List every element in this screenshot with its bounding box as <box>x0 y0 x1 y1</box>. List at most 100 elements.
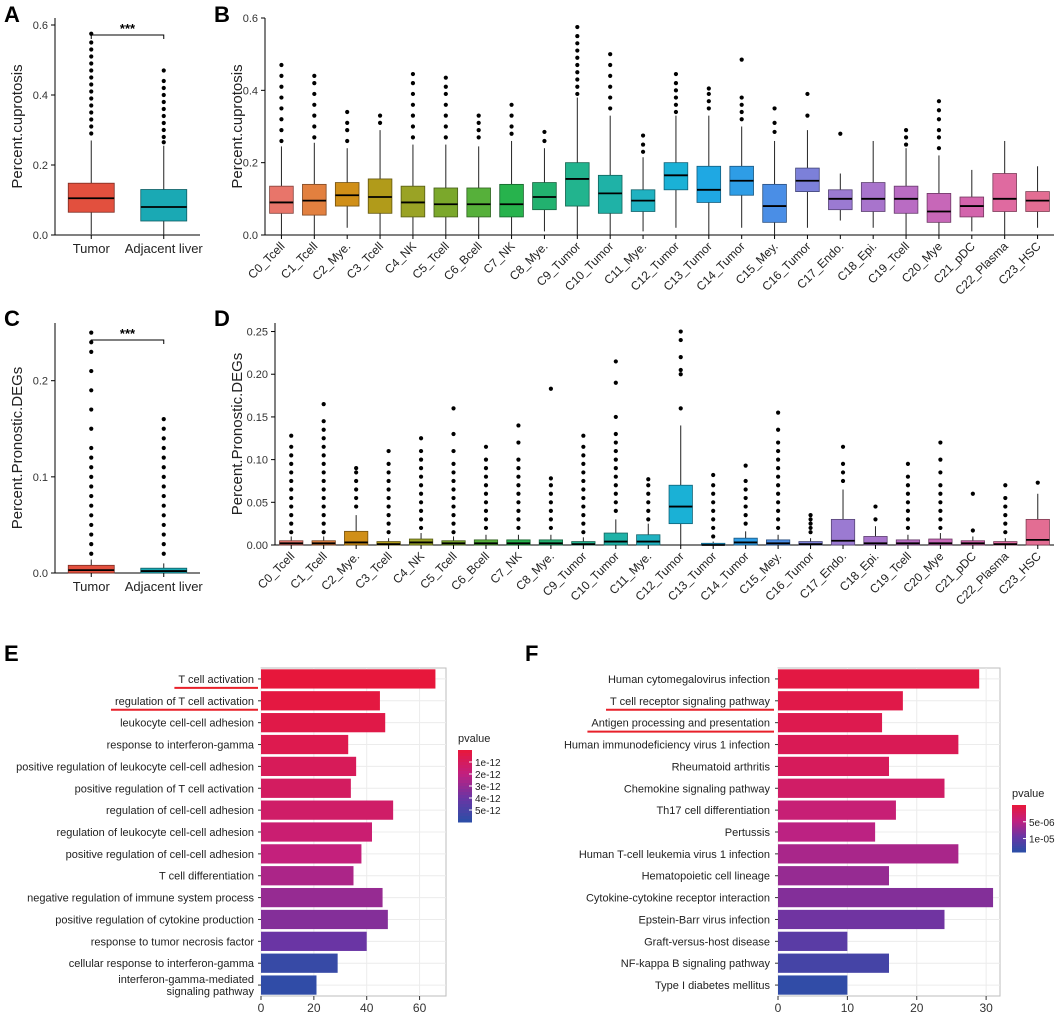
chart-e-category-label: positive regulation of T cell activation <box>75 783 254 795</box>
chart-f-legend-swatch <box>1012 834 1026 837</box>
chart-b-outlier-point <box>673 88 679 93</box>
chart-f-legend-swatch <box>1012 806 1026 810</box>
chart-f-legend-swatch <box>1012 826 1026 829</box>
chart-d-outlier-point <box>516 457 521 462</box>
chart-d-outlier-point <box>321 461 326 466</box>
chart-b-box <box>795 167 820 192</box>
chart-a-outlier-point <box>161 92 166 98</box>
chart-d-outlier-point <box>678 329 683 334</box>
chart-b-outlier-point <box>739 57 744 62</box>
chart-b-outlier-point <box>640 149 646 154</box>
chart-d-outlier-point <box>776 508 781 513</box>
chart-d-outlier-point <box>678 367 683 373</box>
chart-d-outlier-point <box>581 470 586 475</box>
chart-d-outlier-point <box>905 525 911 531</box>
chart-b-box <box>269 185 294 214</box>
chart-c-outlier-point <box>89 493 94 499</box>
chart-d-outlier-point <box>386 504 391 509</box>
chart-d-outlier-point <box>354 487 359 492</box>
chart-e-category-label: positive regulation of cell-cell adhesio… <box>66 849 254 861</box>
chart-e-legend-label: 3e-12 <box>475 782 501 793</box>
chart-b-box <box>532 182 557 211</box>
chart-c-xtick-label: Tumor <box>73 579 111 594</box>
chart-d-outlier-point <box>289 433 294 438</box>
chart-b-outlier-point <box>443 135 448 140</box>
chart-d-outlier-point <box>418 517 424 522</box>
chart-f-legend-label: 1e-05 <box>1029 835 1055 846</box>
chart-e-legend-label: 5e-12 <box>475 806 501 817</box>
chart-e-bar <box>261 975 317 995</box>
chart-d-outlier-point <box>711 483 716 488</box>
chart-d-outlier-point <box>516 466 521 471</box>
chart-c-outlier-point <box>89 330 94 335</box>
chart-d-outlier-point <box>418 448 424 454</box>
chart-d-outlier-point <box>613 440 618 445</box>
chart-d-outlier-point <box>776 483 781 488</box>
chart-d-outlier-point <box>321 487 326 492</box>
chart-d-outlier-point <box>678 355 683 360</box>
chart-d-outlier-point <box>289 453 294 458</box>
chart-f-category-label: Human cytomegalovirus infection <box>608 674 770 686</box>
chart-b-box <box>302 183 327 216</box>
chart-d-outlier-point <box>386 513 391 518</box>
chart-d-outlier-point <box>743 513 748 518</box>
chart-f-category-label: Type I diabetes mellitus <box>655 980 770 992</box>
chart-d-outlier-point <box>873 504 878 509</box>
chart-f-legend-swatch <box>1012 810 1026 814</box>
chart-e-bar <box>261 887 383 908</box>
chart-f-bar <box>778 713 883 733</box>
chart-d-outlier-point <box>646 517 651 522</box>
chart-b-outlier-point <box>772 129 777 135</box>
chart-b-outlier-point <box>575 62 580 68</box>
chart-b-outlier-point <box>279 84 284 89</box>
chart-c-outlier-point <box>161 455 166 460</box>
chart-d-outlier-point <box>483 500 489 505</box>
chart-b-outlier-point <box>410 81 416 86</box>
chart-b-outlier-point <box>443 91 448 97</box>
chart-b-outlier-point <box>608 62 613 68</box>
chart-d-outlier-point <box>613 508 618 513</box>
chart-b-outlier-point <box>608 52 613 57</box>
chart-c-outlier-point <box>161 551 166 556</box>
chart-b-outlier-point <box>345 120 350 125</box>
chart-b-outlier-point <box>509 102 514 107</box>
chart-f-bar <box>778 975 848 995</box>
chart-e-bar <box>261 778 351 798</box>
chart-d-outlier-point <box>289 521 294 526</box>
chart-d-outlier-point <box>776 448 781 454</box>
chart-e-legend-swatch <box>458 798 472 802</box>
chart-b-outlier-point <box>608 73 613 78</box>
chart-d-outlier-point <box>386 478 391 484</box>
chart-a-outlier-point <box>161 127 166 133</box>
chart-c-significance-label: *** <box>120 326 136 341</box>
chart-d-outlier-point <box>808 513 813 518</box>
chart-d-outlier-point <box>516 474 521 479</box>
chart-c-outlier-point <box>161 522 166 528</box>
chart-f-xtick-label: 30 <box>979 1001 993 1015</box>
chart-d-outlier-point <box>418 457 424 462</box>
chart-f-category-label: T cell receptor signaling pathway <box>610 696 770 708</box>
chart-f-legend-swatch <box>1012 842 1026 845</box>
chart-b-outlier-point <box>377 113 383 118</box>
chart-b-outlier-point <box>706 106 711 111</box>
chart-d-outlier-point <box>711 491 716 496</box>
chart-e-bar <box>261 822 372 842</box>
chart-b-ytick-label: 0.4 <box>243 85 258 97</box>
chart-d-outlier-point <box>451 448 456 454</box>
chart-d-ytick-label: 0.10 <box>247 455 268 467</box>
chart-d-outlier-point <box>808 525 813 531</box>
chart-d-outlier-point <box>711 500 716 505</box>
chart-f-xtick-label: 20 <box>910 1001 924 1015</box>
chart-e-legend-title: pvalue <box>458 733 490 745</box>
chart-b-outlier-point <box>575 24 580 30</box>
chart-e-legend-swatch <box>458 774 472 778</box>
chart-d-outlier-point <box>289 513 294 518</box>
chart-e-legend-label: 2e-12 <box>475 770 501 781</box>
chart-a-outlier-point <box>161 134 166 140</box>
chart-e-category-label: response to tumor necrosis factor <box>91 936 255 948</box>
chart-a-box <box>140 189 188 222</box>
chart-d-outlier-point <box>321 470 326 475</box>
chart-f-kegg-enrichment: Human cytomegalovirus infection T cell re… <box>564 667 1055 1015</box>
chart-b-outlier-point <box>410 124 416 129</box>
chart-b-box <box>1025 191 1050 212</box>
